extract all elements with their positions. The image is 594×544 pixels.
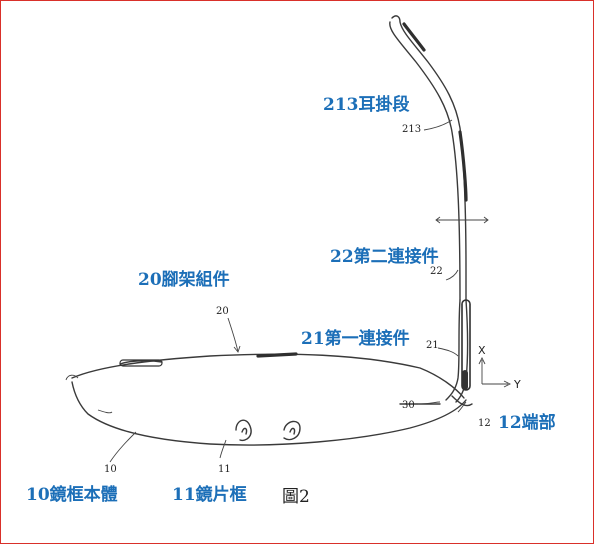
label-lens-rim: 11鏡片框 [172, 484, 247, 505]
figure-label: 圖2 [282, 487, 310, 507]
axis-indicator: X Y [478, 344, 521, 391]
ref-213: 213 [402, 124, 421, 135]
first-link [445, 299, 471, 403]
temple-pad [119, 359, 163, 367]
ref-12: 12 [478, 418, 491, 429]
link-plate [461, 299, 471, 391]
leader-lines [109, 119, 467, 463]
ref-21: 21 [426, 340, 439, 351]
ref-20: 20 [216, 306, 229, 317]
axis-y-label: Y [513, 378, 521, 391]
temple-arm [389, 15, 489, 301]
ref-11: 11 [218, 464, 231, 475]
ref-10: 10 [104, 464, 117, 475]
label-second-link: 22第二連接件 [330, 246, 439, 267]
label-first-link: 21第一連接件 [301, 328, 410, 349]
axis-x-label: X [478, 344, 486, 357]
label-frame-body: 10鏡框本體 [26, 484, 118, 505]
label-temple-assembly: 20腳架組件 [138, 269, 230, 290]
hinge-knob [462, 370, 468, 390]
label-temple-end: 213耳掛段 [323, 94, 410, 115]
label-end-part: 12端部 [498, 412, 556, 433]
ref-22: 22 [430, 266, 443, 277]
ref-30: 30 [402, 400, 415, 411]
nose-pads [235, 419, 301, 442]
